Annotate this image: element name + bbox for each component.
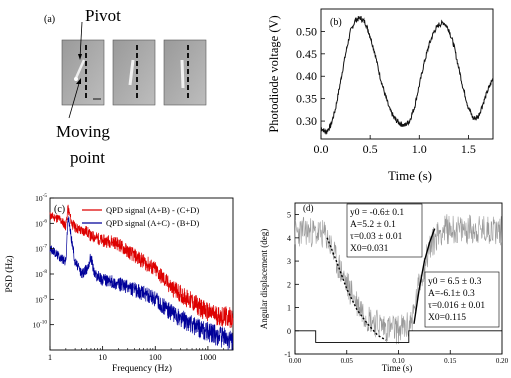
panel-b: 0.0 0.5 1.0 1.5 0.30 0.35 0.40 0.45 0.50 (b) Tim… (255, 0, 511, 190)
chart-b-ytick-label: 0.45 (296, 47, 317, 61)
chart-d-xtick-label: 0.05 (341, 357, 354, 365)
photo-frame-1 (61, 39, 105, 106)
panel-d: 0.00 0.05 0.10 0.15 0.20 -1 0 1 2 3 4 5 y0 = -0.6± … (255, 190, 511, 373)
chart-d-xtick-label: 0.10 (392, 357, 405, 365)
chart-c-xtick-label: 1000 (199, 352, 216, 362)
fit-annotation-2: y0 = 6.5 ± 0.3 A=-6.1± 0.3 τ=0.016 ± 0.0… (424, 271, 500, 328)
legend-entry-blue: QPD signal (A+C) - (B+D) (106, 218, 199, 228)
chart-b-ytick-label: 0.50 (296, 24, 317, 38)
chart-b-panel-label: (b) (330, 17, 342, 28)
chart-d-xtick-label: 0.00 (289, 357, 302, 365)
chart-b-ytick-label: 0.30 (296, 114, 317, 128)
chart-d-panel-label: (d) (303, 203, 314, 213)
chart-c: 1 10 100 1000 10-10 10-9 10-8 10-7 10-6 10-5 QPD … (4, 193, 234, 374)
moving-point-label-line1: Moving (56, 122, 110, 141)
chart-b-xtick-label: 1.0 (412, 142, 427, 156)
chart-d-xtick-label: 0.20 (496, 357, 509, 365)
chart-c-xlabel: Frequency (Hz) (112, 363, 172, 373)
chart-d-ytick-label: 3 (287, 257, 291, 266)
chart-b-ytick-label: 0.35 (296, 92, 317, 106)
panel-c: 1 10 100 1000 10-10 10-9 10-8 10-7 10-6 10-5 QPD … (0, 190, 255, 374)
chart-c-ytick-label: 10-8 (35, 269, 47, 279)
chart-c-ytick-label: 10-6 (35, 218, 47, 228)
chart-d-fit-line (413, 228, 436, 324)
chart-d-ytick-label: 4 (287, 234, 291, 243)
chart-c-ytick-label: 10-5 (35, 193, 47, 203)
chart-c-panel-label: (c) (54, 204, 65, 215)
chart-c-ylabel: PSD (Hz) (4, 255, 15, 292)
svg-text:τ=0.03 ± 0.01: τ=0.03 ± 0.01 (350, 232, 403, 242)
svg-text:τ=0.016 ± 0.01: τ=0.016 ± 0.01 (428, 301, 485, 311)
chart-b-ylabel: Photodiode voltage (V) (267, 15, 281, 132)
svg-text:X0=0.031: X0=0.031 (350, 244, 389, 254)
chart-b-ytick-label: 0.40 (296, 69, 317, 83)
chart-b-xtick-label: 0.0 (314, 142, 329, 156)
photo-frame-2 (112, 39, 156, 106)
photo-frame-3 (163, 39, 207, 106)
pivot-label: Pivot (85, 6, 121, 25)
svg-text:y0 = 6.5 ± 0.3: y0 = 6.5 ± 0.3 (428, 277, 482, 287)
moving-point-arrow (68, 79, 81, 119)
chart-c-ytick-label: 10-9 (35, 294, 47, 304)
legend-entry-red: QPD signal (A+B) - (C+D) (106, 205, 199, 215)
chart-d-xlabel: Time (s) (382, 363, 412, 373)
chart-d-ytick-label: 0 (287, 327, 291, 336)
chart-c-legend: QPD signal (A+B) - (C+D) QPD signal (A+C… (82, 205, 199, 228)
chart-b-xtick-label: 0.5 (363, 142, 378, 156)
chart-d-xtick-label: 0.15 (444, 357, 457, 365)
chart-c-ytick-label: 10-7 (35, 244, 47, 254)
pivot-arrow (79, 21, 83, 59)
chart-b-xlabel: Time (s) (388, 168, 432, 183)
svg-text:A=-6.1± 0.3: A=-6.1± 0.3 (428, 289, 475, 299)
panel-a-figure (61, 21, 207, 119)
panel-a-label: (a) (44, 14, 56, 25)
svg-text:y0 = -0.6± 0.1: y0 = -0.6± 0.1 (350, 208, 404, 218)
chart-b-xtick-label: 1.5 (461, 142, 476, 156)
chart-c-xtick-label: 100 (149, 352, 162, 362)
chart-c-series-line (49, 216, 234, 351)
chart-d-ylabel: Angular displacement (deg) (259, 229, 269, 329)
chart-d: 0.00 0.05 0.10 0.15 0.20 -1 0 1 2 3 4 5 y0 = -0.6± … (259, 202, 509, 373)
chart-b-series-line (320, 15, 494, 135)
svg-text:A=5.2 ± 0.1: A=5.2 ± 0.1 (350, 220, 396, 230)
chart-b: 0.0 0.5 1.0 1.5 0.30 0.35 0.40 0.45 0.50 (b) Tim… (267, 8, 494, 183)
chart-c-xtick-label: 10 (98, 352, 107, 362)
panel-a: (a) Pivot Moving point (0, 0, 255, 180)
chart-d-ytick-label: 1 (287, 304, 291, 313)
chart-b-frame (320, 8, 494, 140)
moving-point-label-line2: point (70, 148, 105, 167)
chart-c-xtick-label: 1 (48, 352, 52, 362)
chart-d-noisy-data (294, 214, 502, 345)
chart-c-series-line (49, 204, 234, 329)
chart-d-fit-line (326, 237, 387, 341)
chart-d-ytick-label: 2 (287, 280, 291, 289)
chart-c-ytick-label: 10-10 (33, 320, 48, 330)
fit-annotation-1: y0 = -0.6± 0.1 A=5.2 ± 0.1 τ=0.03 ± 0.01… (346, 203, 423, 258)
chart-d-ytick-label: -1 (284, 350, 291, 359)
chart-d-ytick-label: 5 (287, 211, 291, 220)
chart-d-trigger-line (295, 330, 502, 343)
svg-text:X0=0.115: X0=0.115 (428, 313, 466, 323)
